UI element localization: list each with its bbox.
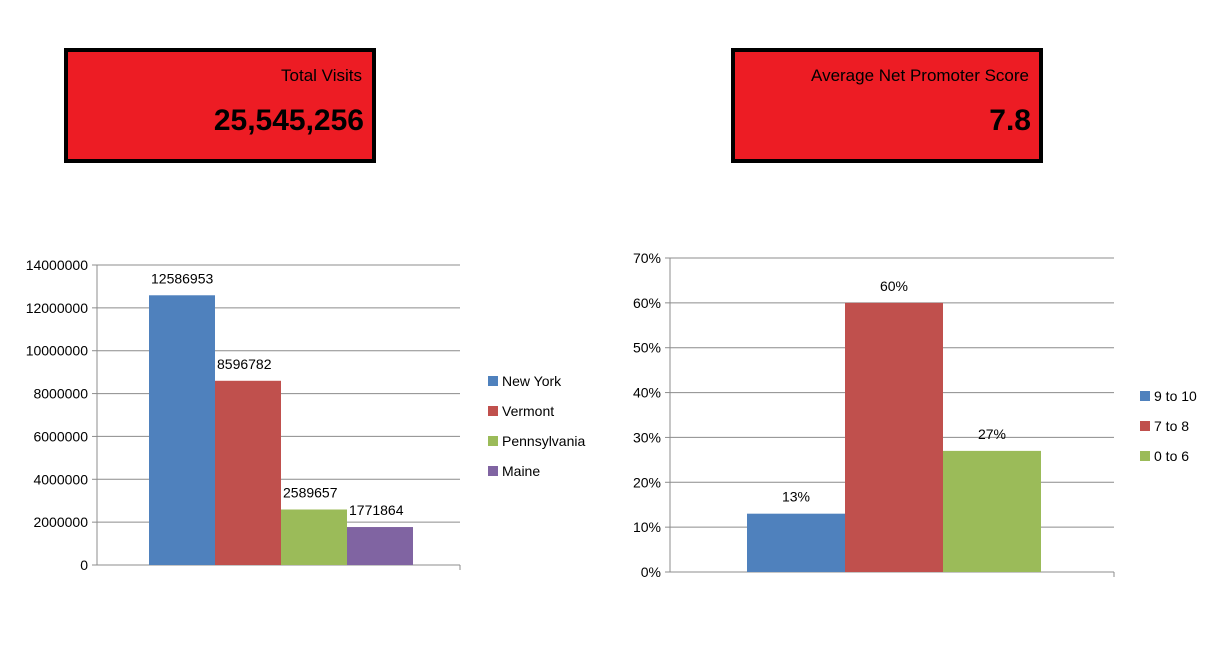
- y-tick-label: 12000000: [26, 300, 89, 316]
- legend-swatch: [488, 466, 498, 476]
- y-tick-label: 70%: [633, 250, 661, 266]
- legend-swatch: [1140, 451, 1150, 461]
- data-label: 12586953: [151, 270, 214, 286]
- y-tick-label: 40%: [633, 385, 661, 401]
- legend-swatch: [1140, 391, 1150, 401]
- y-tick-label: 10%: [633, 519, 661, 535]
- legend-entry: Vermont: [502, 403, 554, 419]
- y-tick-label: 0: [80, 557, 88, 573]
- legend-entry: Pennsylvania: [502, 433, 585, 449]
- legend-entry: New York: [502, 373, 562, 389]
- data-label: 2589657: [283, 485, 338, 501]
- nps-label: Average Net Promoter Score: [811, 66, 1029, 85]
- total-visits-value: 25,545,256: [213, 104, 364, 137]
- bar-pennsylvania: [281, 509, 347, 565]
- y-tick-label: 60%: [633, 295, 661, 311]
- bar-9-to-10: [747, 513, 845, 572]
- y-tick-label: 20%: [633, 474, 661, 490]
- bar-vermont: [215, 380, 281, 565]
- legend-swatch: [488, 406, 498, 416]
- data-label: 1771864: [349, 502, 404, 518]
- legend-swatch: [488, 436, 498, 446]
- y-tick-label: 4000000: [33, 471, 88, 487]
- legend-entry: 9 to 10: [1154, 388, 1197, 404]
- legend-swatch: [1140, 421, 1150, 431]
- bar-new-york: [149, 295, 215, 565]
- legend-entry: Maine: [502, 463, 540, 479]
- total-visits-label: Total Visits: [281, 66, 362, 85]
- y-tick-label: 0%: [641, 564, 661, 580]
- data-label: 60%: [880, 278, 908, 294]
- nps-value: 7.8: [989, 104, 1031, 137]
- y-tick-label: 14000000: [26, 257, 89, 273]
- data-label: 8596782: [217, 356, 272, 372]
- bar-maine: [347, 527, 413, 565]
- nps-card: Average Net Promoter Score 7.8: [731, 48, 1043, 163]
- y-tick-label: 8000000: [33, 386, 88, 402]
- data-label: 13%: [782, 489, 810, 505]
- y-tick-label: 10000000: [26, 343, 89, 359]
- y-tick-label: 2000000: [33, 514, 88, 530]
- legend-entry: 0 to 6: [1154, 448, 1189, 464]
- legend-swatch: [488, 376, 498, 386]
- data-label: 27%: [978, 426, 1006, 442]
- bar-0-to-6: [943, 450, 1041, 572]
- legend-entry: 7 to 8: [1154, 418, 1189, 434]
- total-visits-card: Total Visits 25,545,256: [64, 48, 376, 163]
- y-tick-label: 50%: [633, 340, 661, 356]
- y-tick-label: 30%: [633, 429, 661, 445]
- bar-7-to-8: [845, 302, 943, 572]
- y-tick-label: 6000000: [33, 428, 88, 444]
